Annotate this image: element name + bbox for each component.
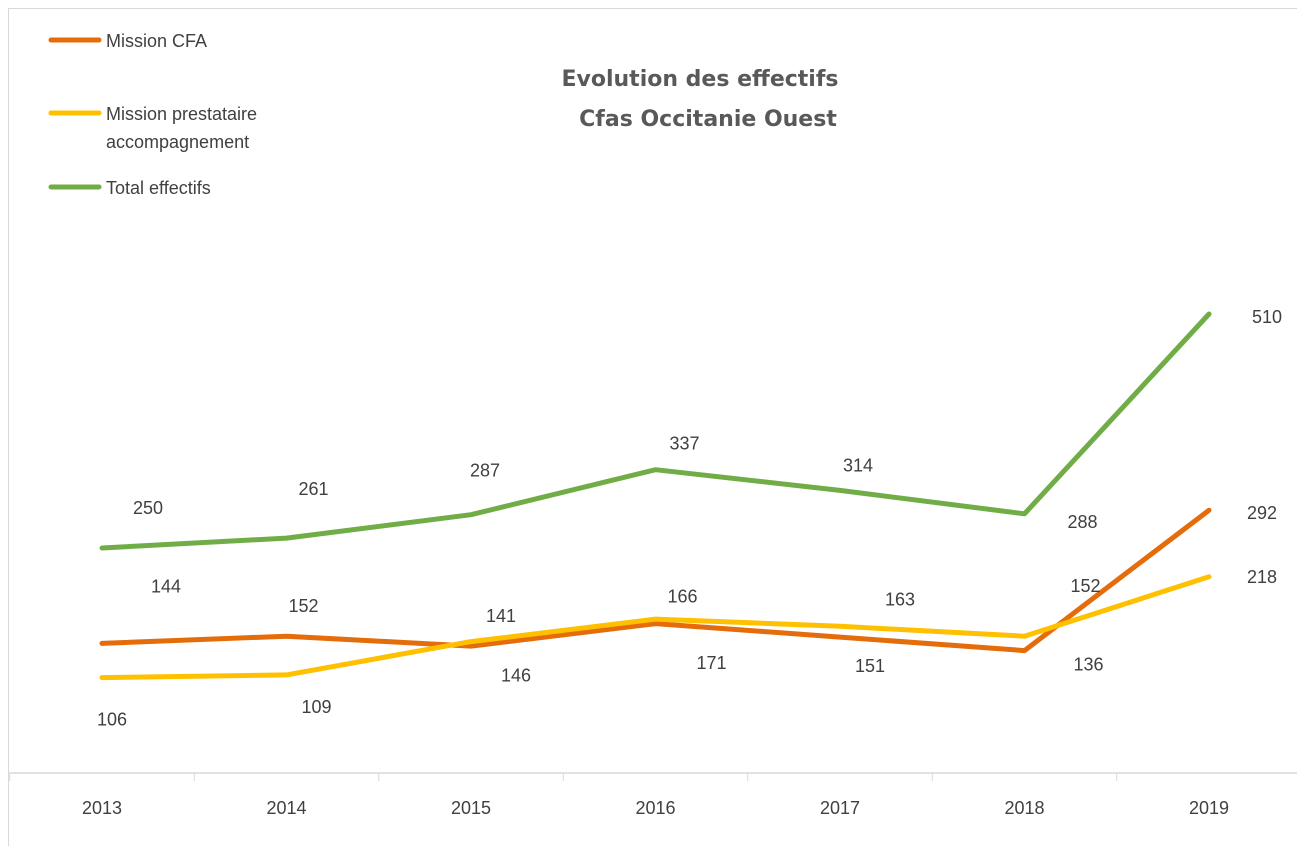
data-label-s1-2019: 292 xyxy=(1247,503,1277,523)
data-label-s3-2014: 261 xyxy=(298,479,328,499)
chart-title: Evolution des effectifs Cfas Occitanie O… xyxy=(561,67,838,132)
legend-label-1: Mission CFA xyxy=(106,31,207,51)
legend: Mission CFA Mission prestataire accompagne… xyxy=(48,31,257,198)
data-label-s1-2015: 141 xyxy=(486,606,516,626)
data-label-s3-2016: 337 xyxy=(669,434,699,454)
x-tick-label: 2017 xyxy=(820,798,860,818)
data-label-s2-2018: 152 xyxy=(1070,576,1100,596)
chart-title-line-2: Cfas Occitanie Ouest xyxy=(579,107,837,132)
legend-label-2: accompagnement xyxy=(106,132,249,152)
x-axis: 2013 2014 2015 2016 2017 2018 2019 xyxy=(8,772,1297,818)
data-label-s3-2015: 287 xyxy=(470,461,500,481)
legend-label-3: Total effectifs xyxy=(106,178,211,198)
data-label-s3-2013: 250 xyxy=(133,498,163,518)
data-labels: 144 152 141 166 151 136 292 106 109 146 171 163 152 2… xyxy=(97,307,1282,730)
series-line-2 xyxy=(99,574,1212,681)
data-label-s2-2017: 163 xyxy=(885,589,915,609)
data-label-s1-2013: 144 xyxy=(151,576,181,596)
x-tick-label: 2018 xyxy=(1004,798,1044,818)
data-label-s1-2014: 152 xyxy=(288,596,318,616)
data-label-s2-2019: 218 xyxy=(1247,567,1277,587)
data-label-s2-2013: 106 xyxy=(97,710,127,730)
data-label-s3-2018: 288 xyxy=(1067,512,1097,532)
data-label-s3-2019: 510 xyxy=(1252,307,1282,327)
data-label-s2-2014: 109 xyxy=(301,697,331,717)
chart-title-line-1: Evolution des effectifs xyxy=(561,67,838,92)
data-label-s3-2017: 314 xyxy=(843,455,873,475)
series-lines xyxy=(99,311,1212,681)
x-tick-label: 2019 xyxy=(1189,798,1229,818)
data-label-s2-2016: 171 xyxy=(696,653,726,673)
x-tick-label: 2013 xyxy=(82,798,122,818)
legend-label-2: Mission prestataire xyxy=(106,104,257,124)
chart-frame xyxy=(8,8,1297,846)
x-tick-label: 2016 xyxy=(635,798,675,818)
x-tick-label: 2014 xyxy=(266,798,306,818)
x-tick-label: 2015 xyxy=(451,798,491,818)
series-line-3 xyxy=(99,311,1212,551)
series-line-1 xyxy=(99,507,1212,654)
data-label-s1-2018: 136 xyxy=(1073,655,1103,675)
data-label-s2-2015: 146 xyxy=(501,666,531,686)
data-label-s1-2016: 166 xyxy=(667,587,697,607)
data-label-s1-2017: 151 xyxy=(855,656,885,676)
